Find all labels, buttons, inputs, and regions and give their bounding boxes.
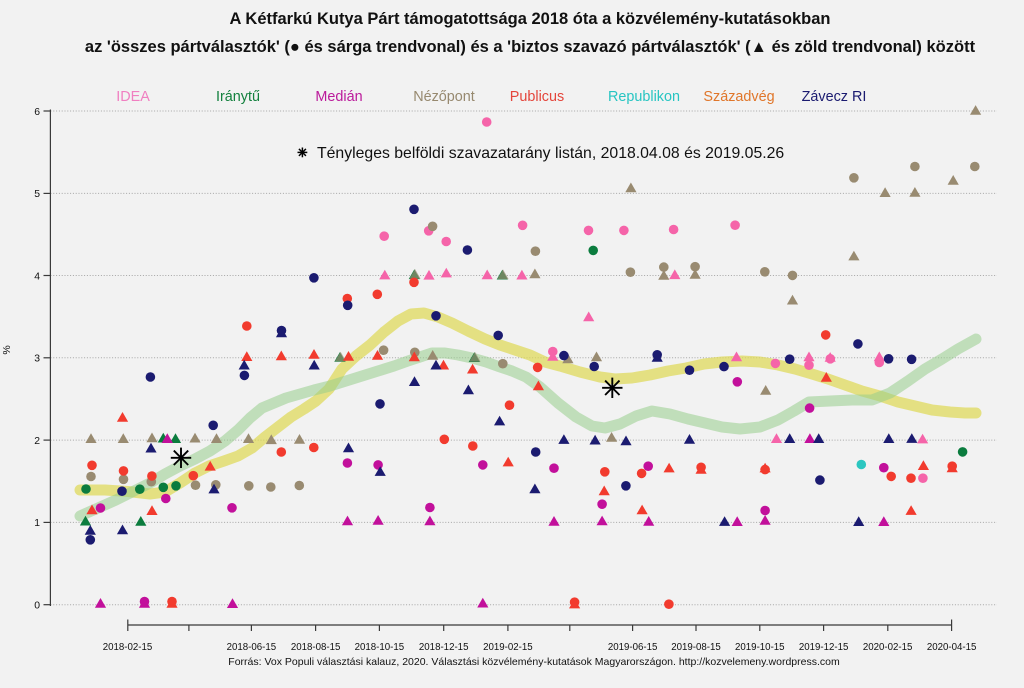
svg-text:2018-08-15: 2018-08-15 xyxy=(291,642,341,653)
svg-text:2019-02-15: 2019-02-15 xyxy=(483,642,533,653)
svg-text:2018-10-15: 2018-10-15 xyxy=(355,642,405,653)
svg-text:2018-12-15: 2018-12-15 xyxy=(419,642,469,653)
svg-text:2: 2 xyxy=(34,436,40,447)
svg-text:3: 3 xyxy=(34,354,40,365)
svg-text:2019-10-15: 2019-10-15 xyxy=(735,642,785,653)
svg-text:2018-02-15: 2018-02-15 xyxy=(103,642,153,653)
svg-text:2019-06-15: 2019-06-15 xyxy=(608,642,658,653)
svg-text:1: 1 xyxy=(34,518,40,529)
svg-text:2020-04-15: 2020-04-15 xyxy=(927,642,977,653)
svg-text:%: % xyxy=(1,345,13,354)
svg-text:5: 5 xyxy=(34,189,40,200)
svg-text:6: 6 xyxy=(34,107,40,118)
svg-text:2020-02-15: 2020-02-15 xyxy=(863,642,913,653)
svg-text:2019-08-15: 2019-08-15 xyxy=(671,642,721,653)
svg-text:2018-06-15: 2018-06-15 xyxy=(227,642,277,653)
svg-text:2019-12-15: 2019-12-15 xyxy=(799,642,849,653)
svg-text:0: 0 xyxy=(34,601,40,612)
svg-text:4: 4 xyxy=(34,271,40,282)
